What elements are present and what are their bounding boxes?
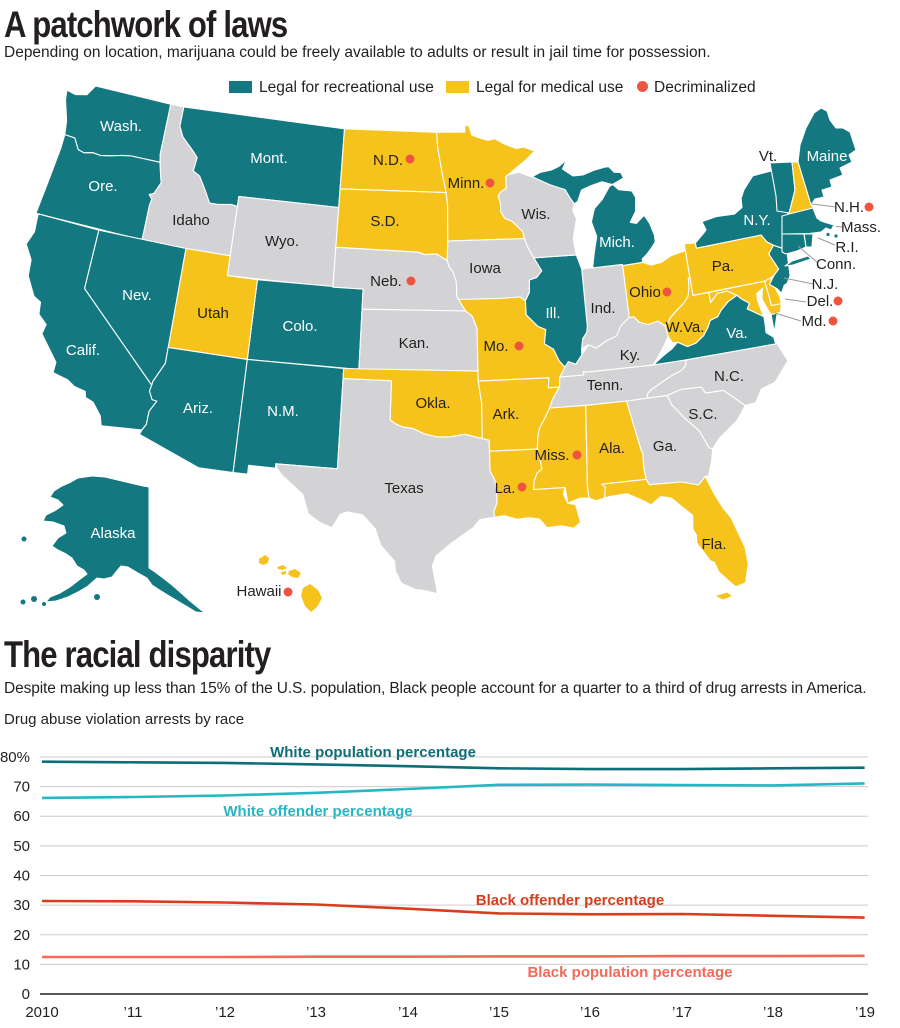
svg-text:W.Va.: W.Va. [666,319,705,336]
svg-text:Alaska: Alaska [90,525,136,542]
svg-text:70: 70 [13,779,30,796]
svg-text:50: 50 [13,838,30,855]
svg-text:30: 30 [13,897,30,914]
svg-text:N.D.: N.D. [373,152,403,169]
svg-text:Utah: Utah [197,305,229,322]
svg-text:N.C.: N.C. [714,368,744,385]
svg-text:Mo.: Mo. [483,338,508,355]
svg-text:Mass.: Mass. [841,219,881,236]
svg-text:Colo.: Colo. [282,318,317,335]
svg-text:La.: La. [495,480,516,497]
svg-text:Ind.: Ind. [590,300,615,317]
svg-text:Iowa: Iowa [469,260,501,277]
svg-text:Ark.: Ark. [493,406,520,423]
svg-text:Minn.: Minn. [448,175,485,192]
svg-text:R.I.: R.I. [835,239,858,256]
svg-text:N.J.: N.J. [812,276,839,293]
svg-text:Wash.: Wash. [100,118,142,135]
svg-text:N.H.: N.H. [834,199,864,216]
svg-text:Ga.: Ga. [653,438,677,455]
svg-text:Ohio: Ohio [629,284,661,301]
svg-text:Md.: Md. [801,313,826,330]
svg-text:Ariz.: Ariz. [183,400,213,417]
svg-text:Wis.: Wis. [521,206,550,223]
svg-text:80%: 80% [0,749,30,766]
svg-text:’18: ’18 [763,1004,783,1021]
svg-text:Tenn.: Tenn. [587,377,624,394]
svg-text:Neb.: Neb. [370,273,402,290]
svg-text:S.C.: S.C. [688,406,717,423]
svg-text:Ala.: Ala. [599,440,625,457]
svg-text:Idaho: Idaho [172,212,210,229]
svg-text:Ky.: Ky. [620,347,641,364]
svg-text:Va.: Va. [726,325,747,342]
svg-text:’14: ’14 [398,1004,418,1021]
svg-text:’19: ’19 [855,1004,875,1021]
svg-text:Nev.: Nev. [122,287,152,304]
svg-text:Calif.: Calif. [66,342,100,359]
svg-text:Black offender percentage: Black offender percentage [476,892,664,909]
svg-text:White offender percentage: White offender percentage [223,803,412,820]
svg-text:’17: ’17 [672,1004,692,1021]
svg-text:10: 10 [13,956,30,973]
svg-text:Pa.: Pa. [712,258,735,275]
svg-text:40: 40 [13,868,30,885]
svg-text:’11: ’11 [124,1004,143,1021]
svg-text:Conn.: Conn. [816,256,856,273]
svg-text:Del.: Del. [807,293,834,310]
svg-text:Vt.: Vt. [759,148,777,165]
svg-text:Hawaii: Hawaii [236,583,281,600]
svg-text:’16: ’16 [580,1004,600,1021]
svg-text:Ore.: Ore. [88,178,117,195]
svg-text:Kan.: Kan. [399,335,430,352]
svg-text:Miss.: Miss. [535,447,570,464]
svg-text:’12: ’12 [215,1004,235,1021]
svg-text:Okla.: Okla. [415,395,450,412]
svg-text:Ill.: Ill. [546,305,561,322]
svg-text:White population percentage: White population percentage [270,744,476,761]
svg-text:Maine: Maine [807,148,848,165]
svg-text:’15: ’15 [489,1004,509,1021]
svg-text:Texas: Texas [384,480,423,497]
svg-text:0: 0 [22,986,30,1003]
svg-text:60: 60 [13,808,30,825]
svg-text:Wyo.: Wyo. [265,233,299,250]
svg-text:Fla.: Fla. [701,536,726,553]
svg-text:N.M.: N.M. [267,403,299,420]
svg-text:N.Y.: N.Y. [743,212,770,229]
svg-text:Mont.: Mont. [250,150,288,167]
svg-text:S.D.: S.D. [370,213,399,230]
svg-text:20: 20 [13,927,30,944]
svg-text:2010: 2010 [25,1004,58,1021]
svg-text:Black population percentage: Black population percentage [527,964,732,981]
svg-text:Mich.: Mich. [599,234,635,251]
svg-text:’13: ’13 [306,1004,326,1021]
